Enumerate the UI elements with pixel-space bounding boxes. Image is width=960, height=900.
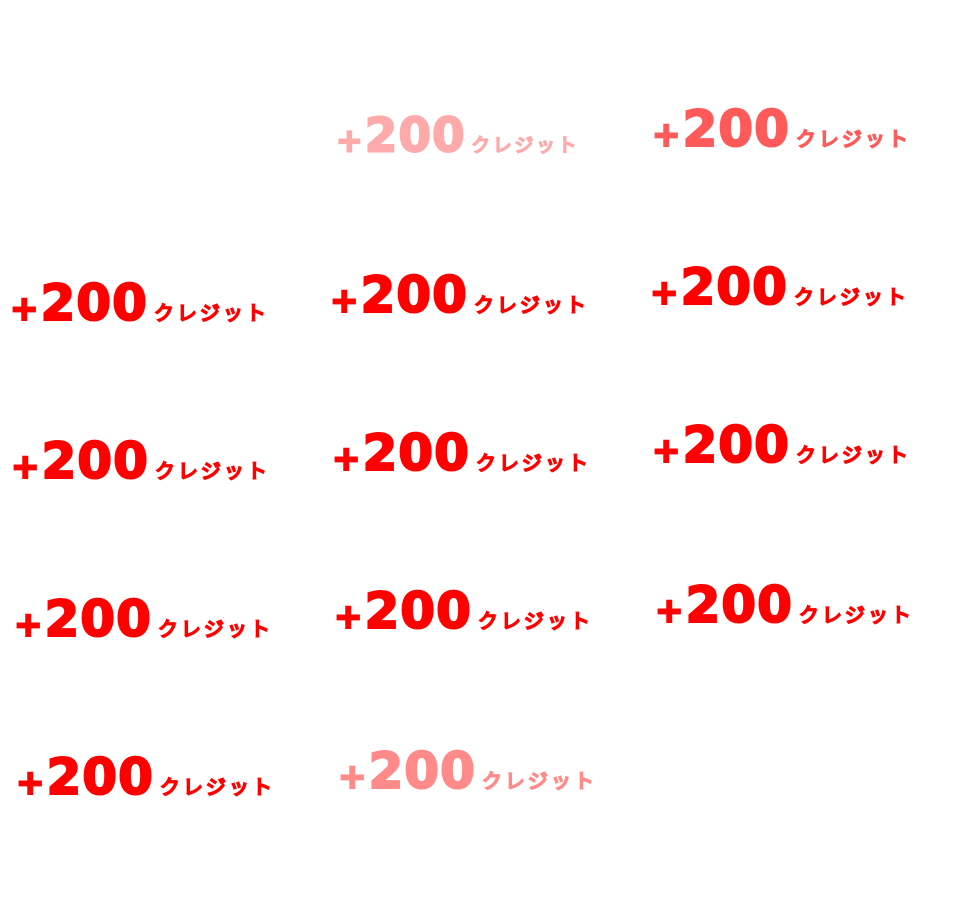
credit-popup-frame: +200 クレジット <box>335 108 580 163</box>
credit-unit-label: クレジット <box>481 769 597 794</box>
plus-sign: + <box>335 121 364 160</box>
credit-unit-label: クレジット <box>793 285 909 310</box>
credit-unit-label: クレジット <box>153 301 269 326</box>
credit-popup-frame: +200 クレジット <box>13 590 273 648</box>
credit-popup-frame: +200 クレジット <box>649 258 909 316</box>
credit-amount: 200 <box>43 590 152 648</box>
credit-amount: 200 <box>361 424 470 482</box>
credit-unit-label: クレジット <box>154 459 270 484</box>
credit-popup-frame: +200 クレジット <box>329 266 589 324</box>
credit-amount: 200 <box>359 266 468 324</box>
plus-sign: + <box>337 756 367 798</box>
credit-amount: 200 <box>39 274 148 332</box>
credit-amount: 200 <box>363 582 472 640</box>
plus-sign: + <box>651 430 681 472</box>
plus-sign: + <box>329 280 359 322</box>
credit-amount: 200 <box>681 100 790 158</box>
credit-unit-label: クレジット <box>477 609 593 634</box>
credit-amount: 200 <box>40 432 149 490</box>
credit-popup-frame: +200 クレジット <box>331 424 591 482</box>
credit-amount: 200 <box>684 576 793 634</box>
credit-amount: 200 <box>679 258 788 316</box>
credit-unit-label: クレジット <box>471 133 580 157</box>
plus-sign: + <box>333 596 363 638</box>
credit-popup-frame: +200 クレジット <box>15 748 275 806</box>
credit-unit-label: クレジット <box>795 127 911 152</box>
credit-amount: 200 <box>681 416 790 474</box>
plus-sign: + <box>651 114 681 156</box>
credit-popup-frame: +200 クレジット <box>9 274 269 332</box>
credit-popup-frame: +200 クレジット <box>651 416 911 474</box>
credit-unit-label: クレジット <box>473 293 589 318</box>
credit-popup-frame: +200 クレジット <box>333 582 593 640</box>
plus-sign: + <box>649 272 679 314</box>
plus-sign: + <box>15 762 45 804</box>
credit-unit-label: クレジット <box>157 617 273 642</box>
credit-unit-label: クレジット <box>159 775 275 800</box>
credit-unit-label: クレジット <box>475 451 591 476</box>
credit-amount: 200 <box>367 742 476 800</box>
credit-amount: 200 <box>45 748 154 806</box>
plus-sign: + <box>13 604 43 646</box>
plus-sign: + <box>331 438 361 480</box>
credit-popup-frame: +200 クレジット <box>651 100 911 158</box>
credit-unit-label: クレジット <box>798 603 914 628</box>
plus-sign: + <box>9 288 39 330</box>
credit-unit-label: クレジット <box>795 443 911 468</box>
credit-amount: 200 <box>364 108 466 163</box>
credit-popup-frame: +200 クレジット <box>337 742 597 800</box>
credit-popup-frame: +200 クレジット <box>10 432 270 490</box>
plus-sign: + <box>10 446 40 488</box>
plus-sign: + <box>654 590 684 632</box>
credit-popup-frame: +200 クレジット <box>654 576 914 634</box>
